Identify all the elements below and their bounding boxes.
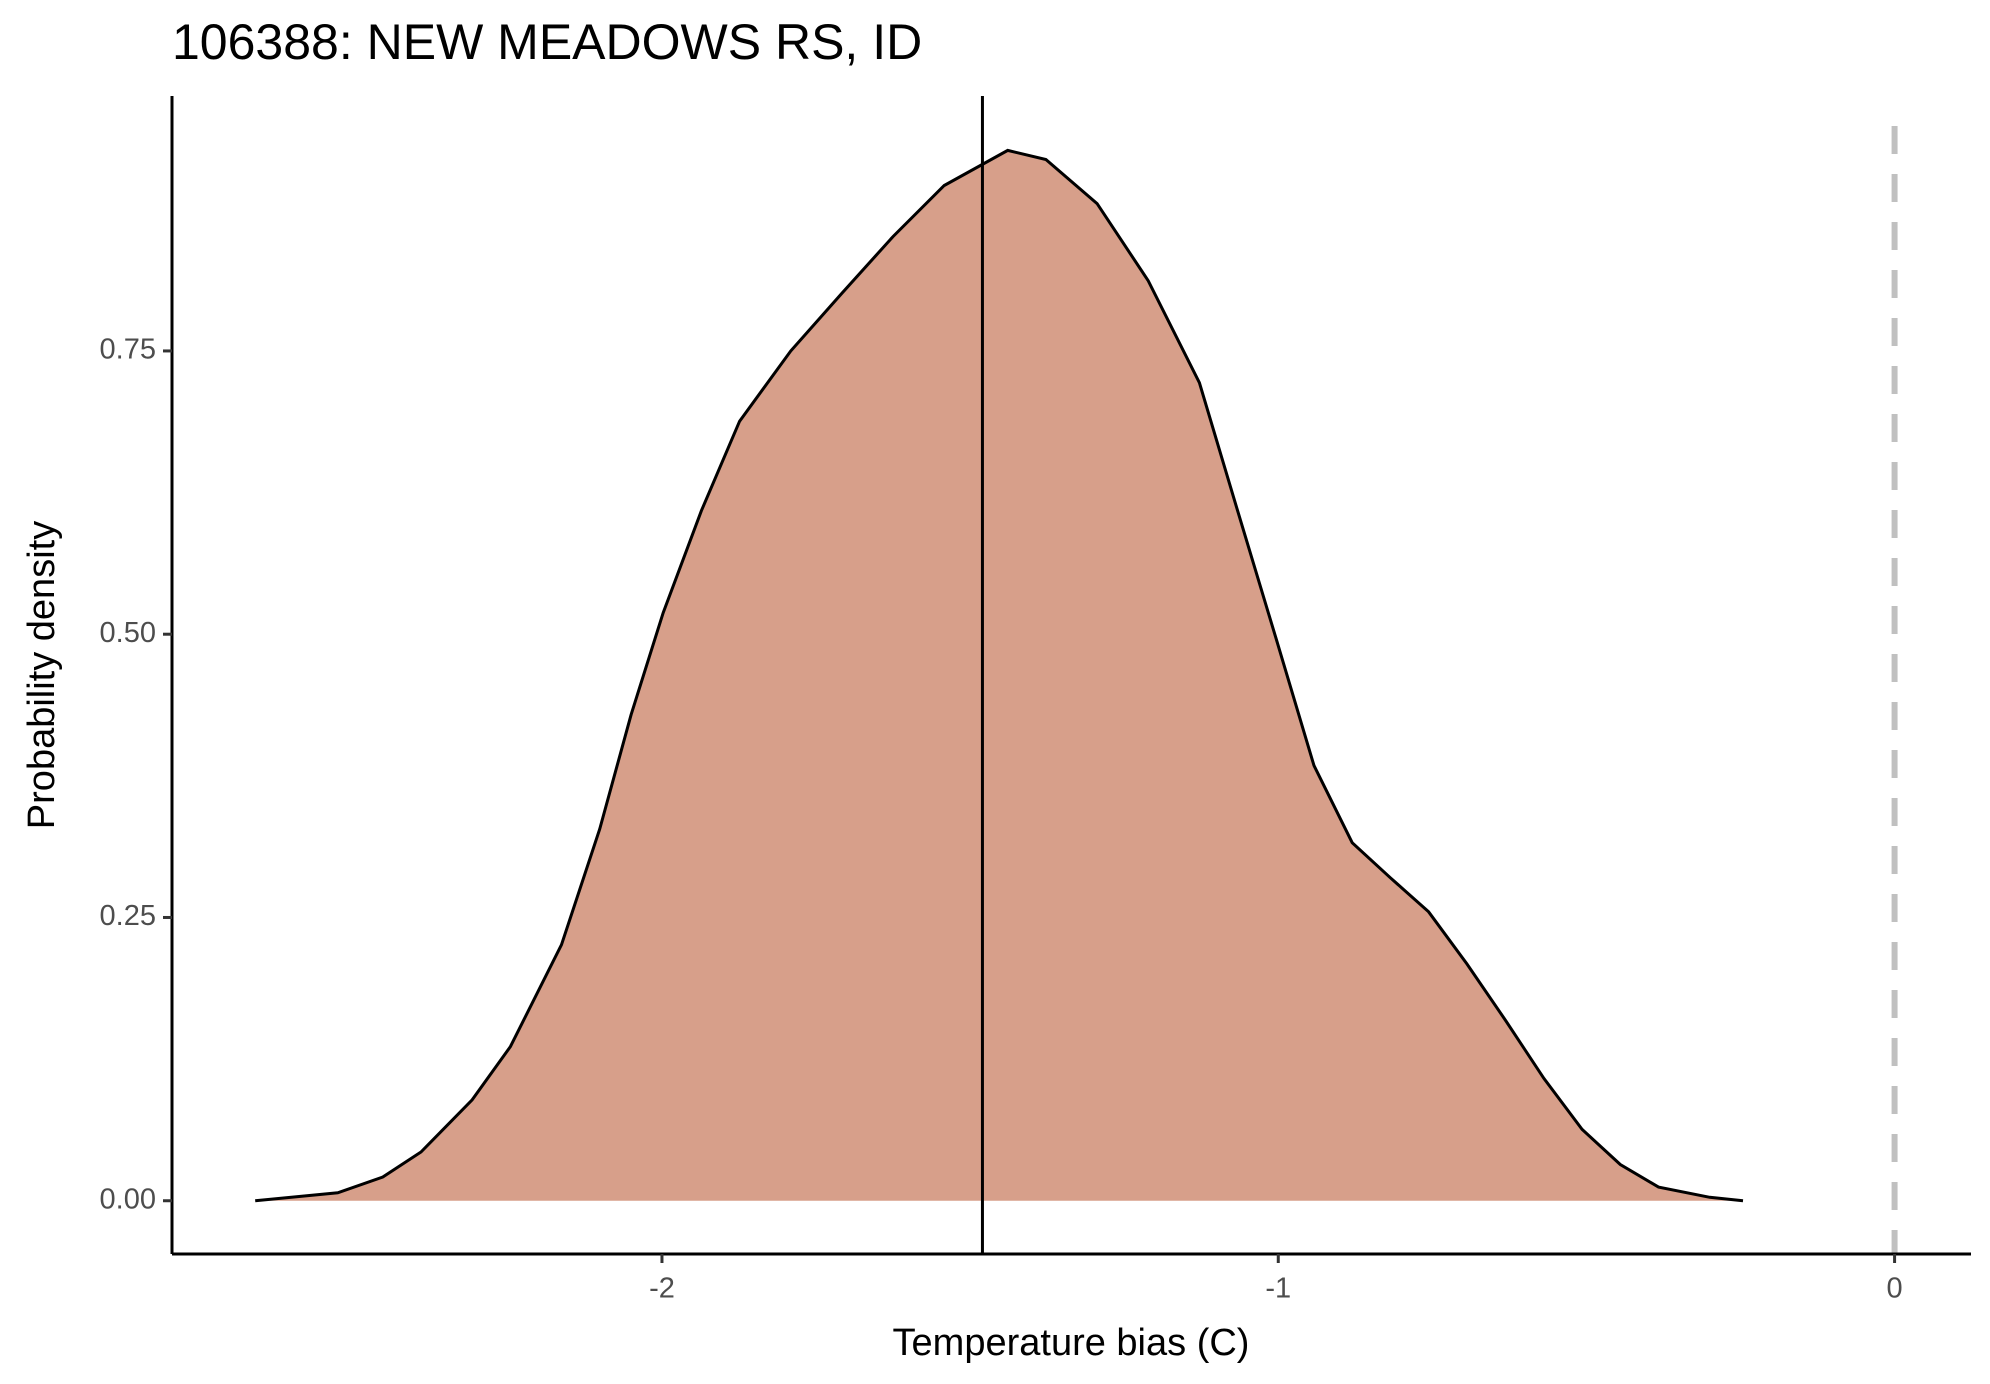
x-axis-label: Temperature bias (C) bbox=[893, 1322, 1250, 1364]
density-area bbox=[255, 150, 1744, 1201]
y-tick-label: 0.25 bbox=[100, 900, 156, 932]
x-tick-label: -1 bbox=[1265, 1273, 1291, 1305]
density-line bbox=[255, 148, 1744, 1203]
x-tick-label: -2 bbox=[649, 1273, 675, 1305]
y-tick-label: 0.75 bbox=[100, 334, 156, 366]
y-tick-label: 0.50 bbox=[100, 617, 156, 649]
y-axis-label: Probability density bbox=[21, 521, 63, 829]
chart-title: 106388: NEW MEADOWS RS, ID bbox=[172, 14, 922, 70]
y-tick-label: 0.00 bbox=[100, 1183, 156, 1215]
x-tick-label: 0 bbox=[1887, 1273, 1903, 1305]
